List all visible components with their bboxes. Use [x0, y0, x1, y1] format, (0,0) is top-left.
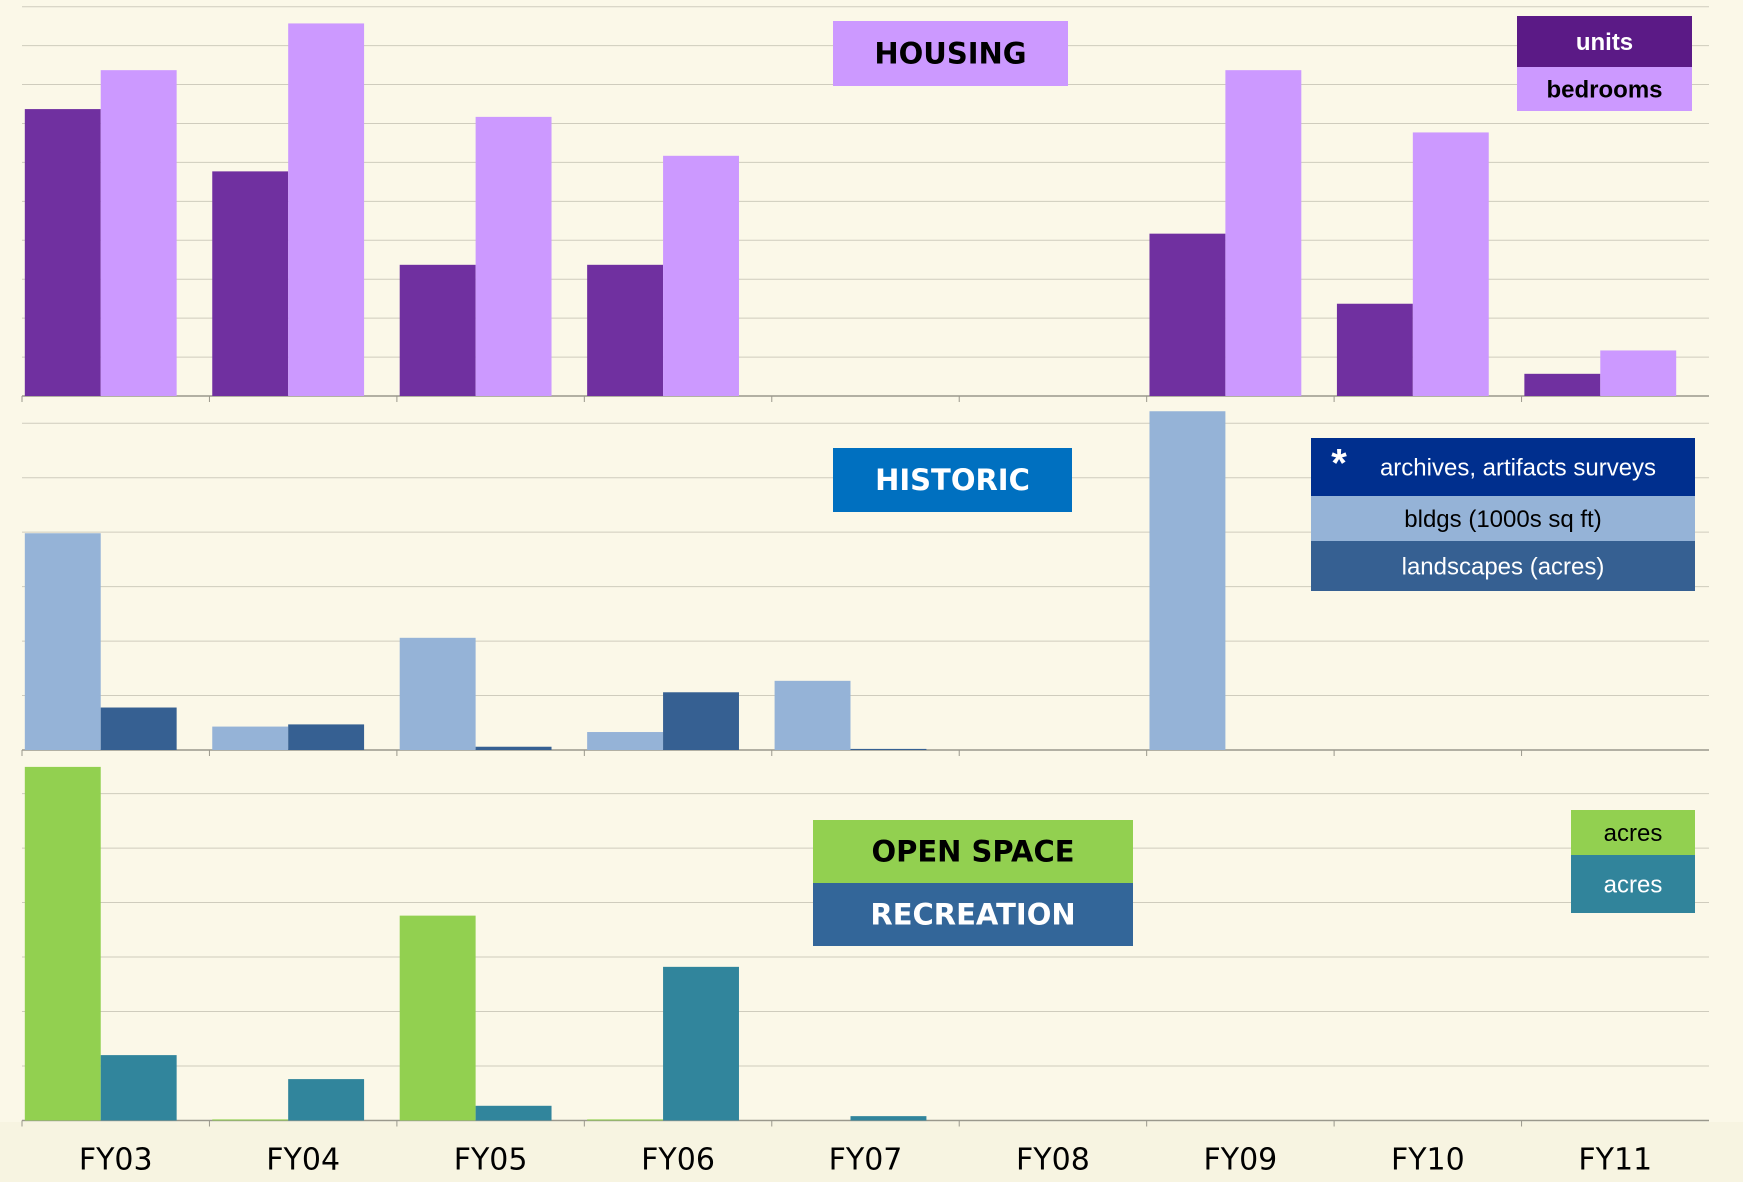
legend-label: acres — [1604, 871, 1663, 898]
bar — [100, 70, 177, 397]
bar — [24, 533, 101, 750]
x-tick-label: FY06 — [641, 1143, 715, 1178]
bar — [1412, 132, 1489, 396]
bar — [399, 637, 476, 750]
bar — [1600, 350, 1677, 396]
chart-title: RECREATION — [870, 898, 1075, 932]
x-tick-label: FY03 — [79, 1143, 153, 1178]
bar — [850, 748, 927, 750]
legend-swatch — [1311, 496, 1695, 541]
title-box — [813, 820, 1133, 883]
bar — [288, 1079, 365, 1121]
x-tick-label: FY08 — [1016, 1143, 1090, 1178]
legend-label: landscapes (acres) — [1402, 553, 1605, 580]
title-box — [833, 448, 1072, 512]
title-box — [813, 883, 1133, 946]
legend-label: acres — [1604, 820, 1663, 847]
bar — [475, 746, 552, 750]
legend-note-symbol: * — [1331, 442, 1347, 486]
bar — [587, 732, 664, 750]
bar — [587, 1119, 664, 1121]
bar — [475, 1105, 552, 1121]
x-tick-label: FY07 — [829, 1143, 903, 1178]
legend-label: units — [1576, 29, 1633, 56]
legend-note-box — [1311, 438, 1695, 496]
legend-swatch — [1571, 810, 1695, 855]
bar — [663, 155, 739, 396]
chart-title: OPEN SPACE — [871, 835, 1074, 869]
bar — [587, 264, 664, 396]
legend-swatch — [1517, 67, 1692, 111]
bar — [1225, 70, 1302, 397]
chart-title: HOUSING — [874, 37, 1026, 71]
chart-title: HISTORIC — [875, 463, 1030, 497]
x-tick-label: FY04 — [266, 1143, 340, 1178]
bar — [1336, 303, 1413, 396]
x-tick-label: FY09 — [1204, 1143, 1278, 1178]
bar — [100, 1055, 177, 1121]
bar — [475, 116, 552, 397]
bar — [100, 707, 177, 750]
bar — [288, 724, 365, 750]
bar — [1149, 411, 1226, 750]
bar — [212, 171, 289, 396]
title-box — [833, 21, 1068, 86]
bar — [399, 915, 476, 1121]
x-axis-strip — [0, 1122, 1743, 1182]
x-tick-label: FY05 — [454, 1143, 528, 1178]
bar — [1149, 233, 1226, 396]
bar — [212, 726, 289, 750]
x-tick-label: FY11 — [1578, 1143, 1652, 1178]
bar — [663, 966, 739, 1121]
legend-swatch — [1517, 16, 1692, 67]
legend-note-text: archives, artifacts surveys — [1380, 454, 1656, 481]
bar — [24, 766, 101, 1121]
bar — [1524, 373, 1601, 396]
legend-label: bedrooms — [1546, 76, 1662, 103]
bar — [850, 1116, 927, 1121]
bar — [212, 1119, 289, 1121]
bar — [288, 23, 365, 396]
legend-label: bldgs (1000s sq ft) — [1404, 506, 1601, 533]
legend-swatch — [1311, 541, 1695, 591]
bar — [663, 692, 739, 750]
x-tick-label: FY10 — [1391, 1143, 1465, 1178]
bar — [774, 680, 851, 750]
bar — [24, 109, 101, 396]
legend-swatch — [1571, 855, 1695, 913]
bar — [399, 264, 476, 396]
